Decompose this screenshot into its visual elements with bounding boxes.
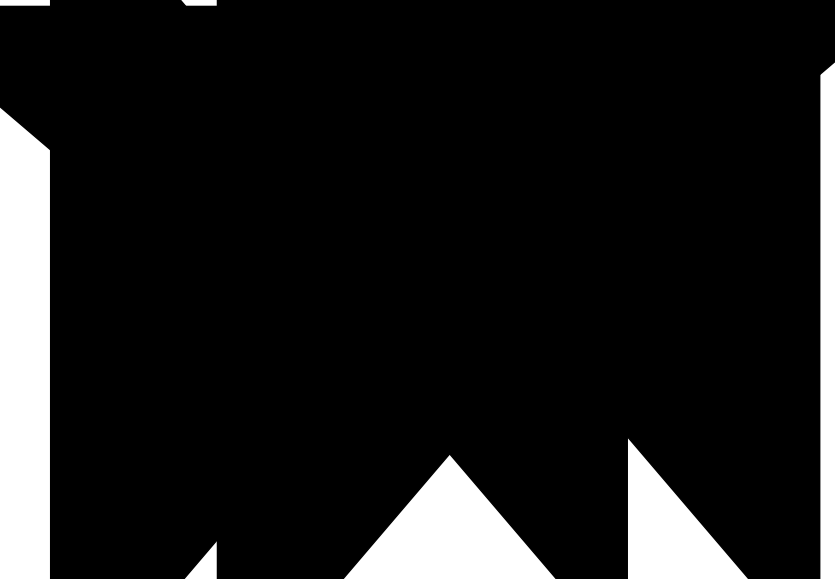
- Text: 局部放电
声音信号: 局部放电 声音信号: [216, 188, 302, 262]
- Text: Framing: Framing: [336, 208, 502, 242]
- Text: FFT: FFT: [556, 268, 630, 302]
- Text: Mel滤波: Mel滤波: [201, 268, 317, 302]
- Text: DCT: DCT: [398, 332, 479, 366]
- Text: MFCC系数: MFCC系数: [530, 332, 686, 366]
- Text: 取对数
Logarithm: 取对数 Logarithm: [155, 313, 364, 386]
- Text: 功率谱: 功率谱: [560, 208, 625, 242]
- Text: 周期图估计: 周期图估计: [385, 268, 493, 302]
